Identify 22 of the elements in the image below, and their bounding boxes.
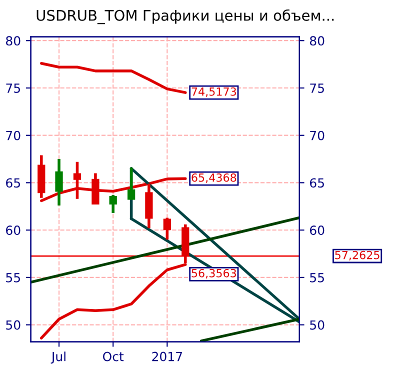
y2-tick-label: 65 [310,178,324,188]
y-tick-label: 65 [6,178,20,188]
y-tick-label: 50 [6,320,20,330]
data-label: 56,3563 [192,268,236,278]
y-tick-label: 70 [6,130,20,140]
y2-tick-label: 60 [310,226,324,236]
y2-tick-label: 75 [310,84,324,93]
data-label: 65,4368 [192,173,236,183]
y2-tick-label: 80 [310,36,324,46]
y2-tick-label: 55 [310,273,324,282]
x-tick-label: Jul [50,352,66,364]
y-tick-label: 55 [6,273,20,282]
y2-tick-label: 50 [310,320,324,330]
y2-tick-label: 70 [310,130,324,140]
y-tick-label: 60 [6,226,20,236]
y-tick-label: 80 [6,36,20,46]
x-tick-label: Oct [102,352,124,362]
x-tick-label: 2017 [152,352,182,362]
ref-line-label: 57,2625 [335,250,380,260]
y-tick-label: 75 [6,84,20,93]
chart-title: USDRUB_TOM Графики цены и объем... [36,9,334,24]
data-label: 74,5173 [192,87,236,97]
